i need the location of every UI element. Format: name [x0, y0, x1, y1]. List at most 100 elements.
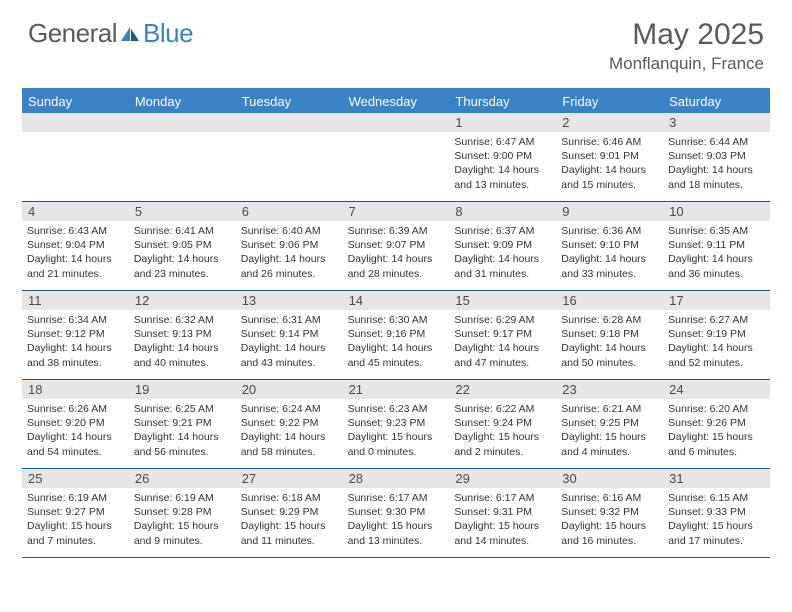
daylight-line: Daylight: 14 hours and 43 minutes. [241, 341, 338, 369]
day-details: Sunrise: 6:16 AMSunset: 9:32 PMDaylight:… [556, 488, 663, 552]
sunrise-line: Sunrise: 6:22 AM [454, 402, 551, 416]
sunrise-line: Sunrise: 6:16 AM [561, 491, 658, 505]
daylight-line: Daylight: 14 hours and 26 minutes. [241, 252, 338, 280]
day-details: Sunrise: 6:34 AMSunset: 9:12 PMDaylight:… [22, 310, 129, 374]
day-cell: 31Sunrise: 6:15 AMSunset: 9:33 PMDayligh… [663, 469, 770, 557]
daylight-line: Daylight: 14 hours and 56 minutes. [134, 430, 231, 458]
daylight-line: Daylight: 14 hours and 28 minutes. [348, 252, 445, 280]
day-number: 8 [449, 202, 556, 221]
sunset-line: Sunset: 9:22 PM [241, 416, 338, 430]
daylight-line: Daylight: 14 hours and 45 minutes. [348, 341, 445, 369]
logo: General Blue [28, 18, 193, 49]
day-number: 23 [556, 380, 663, 399]
sunrise-line: Sunrise: 6:20 AM [668, 402, 765, 416]
sunset-line: Sunset: 9:21 PM [134, 416, 231, 430]
day-cell: 11Sunrise: 6:34 AMSunset: 9:12 PMDayligh… [22, 291, 129, 379]
sunset-line: Sunset: 9:03 PM [668, 149, 765, 163]
sunset-line: Sunset: 9:07 PM [348, 238, 445, 252]
day-number: 17 [663, 291, 770, 310]
day-number: 13 [236, 291, 343, 310]
sunset-line: Sunset: 9:19 PM [668, 327, 765, 341]
day-details: Sunrise: 6:23 AMSunset: 9:23 PMDaylight:… [343, 399, 450, 463]
daylight-line: Daylight: 15 hours and 0 minutes. [348, 430, 445, 458]
daylight-line: Daylight: 15 hours and 16 minutes. [561, 519, 658, 547]
day-details: Sunrise: 6:19 AMSunset: 9:28 PMDaylight:… [129, 488, 236, 552]
day-details: Sunrise: 6:18 AMSunset: 9:29 PMDaylight:… [236, 488, 343, 552]
day-number: 14 [343, 291, 450, 310]
day-details: Sunrise: 6:32 AMSunset: 9:13 PMDaylight:… [129, 310, 236, 374]
day-number [129, 113, 236, 132]
day-cell: 6Sunrise: 6:40 AMSunset: 9:06 PMDaylight… [236, 202, 343, 290]
day-cell: 24Sunrise: 6:20 AMSunset: 9:26 PMDayligh… [663, 380, 770, 468]
sunrise-line: Sunrise: 6:21 AM [561, 402, 658, 416]
sunrise-line: Sunrise: 6:25 AM [134, 402, 231, 416]
day-cell: 19Sunrise: 6:25 AMSunset: 9:21 PMDayligh… [129, 380, 236, 468]
day-details: Sunrise: 6:30 AMSunset: 9:16 PMDaylight:… [343, 310, 450, 374]
day-cell: 2Sunrise: 6:46 AMSunset: 9:01 PMDaylight… [556, 113, 663, 201]
logo-sail-icon [119, 25, 141, 43]
day-cell: 17Sunrise: 6:27 AMSunset: 9:19 PMDayligh… [663, 291, 770, 379]
day-details: Sunrise: 6:43 AMSunset: 9:04 PMDaylight:… [22, 221, 129, 285]
day-number: 1 [449, 113, 556, 132]
day-cell: 21Sunrise: 6:23 AMSunset: 9:23 PMDayligh… [343, 380, 450, 468]
day-details: Sunrise: 6:26 AMSunset: 9:20 PMDaylight:… [22, 399, 129, 463]
day-number: 30 [556, 469, 663, 488]
sunset-line: Sunset: 9:00 PM [454, 149, 551, 163]
day-cell: 20Sunrise: 6:24 AMSunset: 9:22 PMDayligh… [236, 380, 343, 468]
day-details: Sunrise: 6:46 AMSunset: 9:01 PMDaylight:… [556, 132, 663, 196]
day-details: Sunrise: 6:24 AMSunset: 9:22 PMDaylight:… [236, 399, 343, 463]
daylight-line: Daylight: 15 hours and 7 minutes. [27, 519, 124, 547]
daylight-line: Daylight: 15 hours and 2 minutes. [454, 430, 551, 458]
day-details: Sunrise: 6:28 AMSunset: 9:18 PMDaylight:… [556, 310, 663, 374]
day-cell: 3Sunrise: 6:44 AMSunset: 9:03 PMDaylight… [663, 113, 770, 201]
sunset-line: Sunset: 9:16 PM [348, 327, 445, 341]
sunset-line: Sunset: 9:28 PM [134, 505, 231, 519]
daylight-line: Daylight: 14 hours and 52 minutes. [668, 341, 765, 369]
day-cell: 12Sunrise: 6:32 AMSunset: 9:13 PMDayligh… [129, 291, 236, 379]
weekday-wednesday: Wednesday [343, 90, 450, 113]
sunrise-line: Sunrise: 6:17 AM [454, 491, 551, 505]
daylight-line: Daylight: 14 hours and 21 minutes. [27, 252, 124, 280]
sunset-line: Sunset: 9:29 PM [241, 505, 338, 519]
weekday-saturday: Saturday [663, 90, 770, 113]
day-cell: 8Sunrise: 6:37 AMSunset: 9:09 PMDaylight… [449, 202, 556, 290]
daylight-line: Daylight: 14 hours and 47 minutes. [454, 341, 551, 369]
day-details: Sunrise: 6:19 AMSunset: 9:27 PMDaylight:… [22, 488, 129, 552]
sunset-line: Sunset: 9:14 PM [241, 327, 338, 341]
sunrise-line: Sunrise: 6:23 AM [348, 402, 445, 416]
sunrise-line: Sunrise: 6:39 AM [348, 224, 445, 238]
daylight-line: Daylight: 14 hours and 15 minutes. [561, 163, 658, 191]
day-cell: 7Sunrise: 6:39 AMSunset: 9:07 PMDaylight… [343, 202, 450, 290]
sunrise-line: Sunrise: 6:47 AM [454, 135, 551, 149]
logo-text-general: General [28, 18, 117, 49]
day-cell: 30Sunrise: 6:16 AMSunset: 9:32 PMDayligh… [556, 469, 663, 557]
day-cell: 13Sunrise: 6:31 AMSunset: 9:14 PMDayligh… [236, 291, 343, 379]
sunset-line: Sunset: 9:31 PM [454, 505, 551, 519]
daylight-line: Daylight: 14 hours and 31 minutes. [454, 252, 551, 280]
day-details: Sunrise: 6:22 AMSunset: 9:24 PMDaylight:… [449, 399, 556, 463]
day-number: 21 [343, 380, 450, 399]
day-cell: 10Sunrise: 6:35 AMSunset: 9:11 PMDayligh… [663, 202, 770, 290]
title-block: May 2025 Monflanquin, France [609, 18, 764, 74]
day-details: Sunrise: 6:31 AMSunset: 9:14 PMDaylight:… [236, 310, 343, 374]
sunrise-line: Sunrise: 6:46 AM [561, 135, 658, 149]
header: General Blue May 2025 Monflanquin, Franc… [0, 0, 792, 82]
day-number: 26 [129, 469, 236, 488]
day-details: Sunrise: 6:40 AMSunset: 9:06 PMDaylight:… [236, 221, 343, 285]
day-number: 27 [236, 469, 343, 488]
sunrise-line: Sunrise: 6:32 AM [134, 313, 231, 327]
daylight-line: Daylight: 14 hours and 54 minutes. [27, 430, 124, 458]
day-cell: 26Sunrise: 6:19 AMSunset: 9:28 PMDayligh… [129, 469, 236, 557]
sunrise-line: Sunrise: 6:41 AM [134, 224, 231, 238]
week-row: 25Sunrise: 6:19 AMSunset: 9:27 PMDayligh… [22, 469, 770, 558]
daylight-line: Daylight: 15 hours and 9 minutes. [134, 519, 231, 547]
sunrise-line: Sunrise: 6:26 AM [27, 402, 124, 416]
day-details: Sunrise: 6:17 AMSunset: 9:31 PMDaylight:… [449, 488, 556, 552]
daylight-line: Daylight: 15 hours and 6 minutes. [668, 430, 765, 458]
day-number: 3 [663, 113, 770, 132]
day-details: Sunrise: 6:21 AMSunset: 9:25 PMDaylight:… [556, 399, 663, 463]
week-row: 4Sunrise: 6:43 AMSunset: 9:04 PMDaylight… [22, 202, 770, 291]
weekday-tuesday: Tuesday [236, 90, 343, 113]
sunset-line: Sunset: 9:27 PM [27, 505, 124, 519]
day-details: Sunrise: 6:36 AMSunset: 9:10 PMDaylight:… [556, 221, 663, 285]
